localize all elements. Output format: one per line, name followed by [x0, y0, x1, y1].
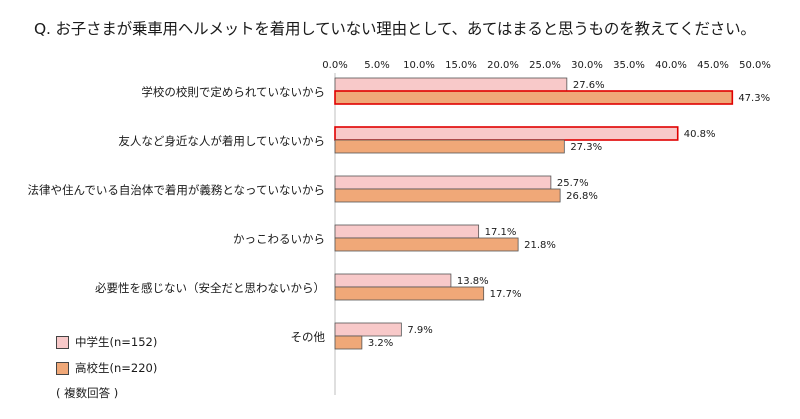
bar-high-school — [334, 286, 485, 301]
data-label: 25.7% — [557, 178, 589, 189]
data-label: 40.8% — [684, 129, 716, 140]
bar-junior-high — [334, 273, 452, 288]
bar-high-school — [334, 335, 363, 350]
data-label: 21.8% — [524, 240, 556, 251]
legend-item-high-school: 高校生(n=220) — [56, 360, 157, 376]
multiple-answer-note: ( 複数回答 ) — [56, 386, 119, 400]
category-label: 学校の校則で定められていないから — [141, 85, 325, 99]
data-label: 17.7% — [490, 289, 522, 300]
x-tick-label: 20.0% — [487, 60, 519, 71]
x-tick-label: 45.0% — [697, 60, 729, 71]
data-label: 13.8% — [457, 276, 489, 287]
legend-label-junior-high: 中学生(n=152) — [75, 335, 158, 349]
bar-high-school — [334, 139, 565, 154]
legend-swatch-high-school — [56, 361, 69, 375]
legend-swatch-junior-high — [56, 335, 69, 349]
category-label: 法律や住んでいる自治体で着用が義務となっていないから — [27, 183, 325, 197]
question-title: Q. お子さまが乗車用ヘルメットを着用していない理由として、あてはまると思うもの… — [34, 20, 756, 38]
bar-junior-high — [334, 224, 480, 239]
x-tick-label: 50.0% — [739, 60, 771, 71]
category-label: 友人など身近な人が着用していないから — [118, 134, 325, 148]
data-label: 27.3% — [570, 142, 602, 153]
data-label: 47.3% — [738, 93, 770, 104]
x-tick-label: 30.0% — [571, 60, 603, 71]
data-label: 17.1% — [485, 227, 517, 238]
bar-high-school — [334, 90, 734, 105]
data-label: 26.8% — [566, 191, 598, 202]
x-tick-label: 10.0% — [403, 60, 435, 71]
x-tick-label: 0.0% — [322, 60, 347, 71]
bar-high-school — [334, 237, 519, 252]
x-tick-label: 35.0% — [613, 60, 645, 71]
x-tick-label: 25.0% — [529, 60, 561, 71]
bar-junior-high — [334, 126, 679, 141]
bar-high-school — [334, 188, 561, 203]
category-label: かっこわるいから — [233, 232, 325, 246]
bar-junior-high — [334, 77, 568, 92]
data-label: 3.2% — [368, 338, 393, 349]
x-tick-label: 5.0% — [364, 60, 389, 71]
x-tick-label: 15.0% — [445, 60, 477, 71]
category-label: 必要性を感じない（安全だと思わないから） — [95, 281, 325, 295]
bar-junior-high — [334, 322, 402, 337]
x-tick-label: 40.0% — [655, 60, 687, 71]
bar-junior-high — [334, 175, 552, 190]
legend-label-high-school: 高校生(n=220) — [75, 361, 158, 375]
data-label: 27.6% — [573, 80, 605, 91]
category-label: その他 — [291, 330, 326, 344]
data-label: 7.9% — [407, 325, 432, 336]
legend-item-junior-high: 中学生(n=152) — [56, 334, 157, 350]
